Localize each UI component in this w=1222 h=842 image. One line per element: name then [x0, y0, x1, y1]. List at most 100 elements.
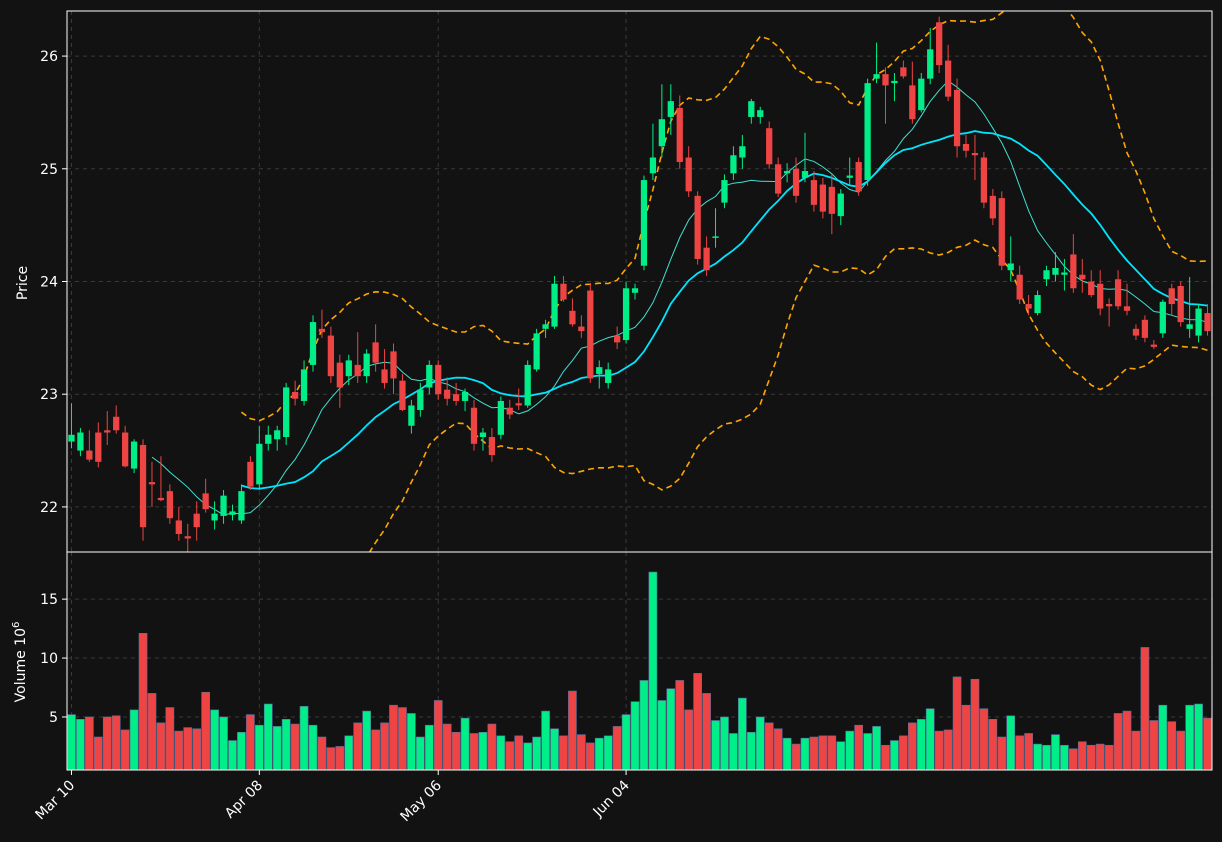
volume-bar	[335, 746, 345, 771]
candle	[157, 456, 165, 502]
candle	[166, 484, 174, 524]
volume-bar	[934, 730, 944, 771]
candle	[631, 283, 639, 300]
volume-bar	[1077, 741, 1087, 771]
volume-bar	[1149, 720, 1159, 771]
candle-body	[1025, 304, 1032, 309]
candle-body	[1079, 274, 1086, 280]
volume-bar	[263, 703, 273, 771]
volume-bar	[192, 728, 202, 771]
candle-body	[327, 335, 335, 377]
volume-bar	[505, 741, 515, 771]
candle	[658, 84, 665, 158]
candle-body	[569, 310, 576, 325]
candle-body	[927, 49, 934, 79]
candle-body	[587, 290, 594, 379]
candle	[1052, 252, 1059, 282]
candle	[542, 319, 549, 338]
volume-bar	[308, 724, 318, 771]
volume-bar	[487, 723, 497, 771]
candle-body	[506, 407, 513, 415]
volume-bar	[1024, 733, 1033, 771]
candle-body	[953, 89, 961, 147]
volume-bar	[702, 693, 711, 771]
candle-body	[211, 513, 218, 521]
volume-bar	[720, 716, 729, 771]
volume-bar	[890, 740, 899, 771]
volume-bar	[210, 709, 219, 771]
volume-bar	[532, 736, 541, 771]
candle-body	[68, 434, 75, 442]
volume-bar	[854, 724, 863, 771]
volume-bar	[684, 709, 694, 771]
fast-moving-average-line	[151, 80, 1208, 516]
candle	[533, 328, 540, 372]
volume-bar	[639, 680, 649, 771]
candle-body	[256, 443, 263, 485]
candle-body	[775, 164, 782, 194]
candle-body	[417, 389, 424, 410]
volume-bar	[424, 724, 434, 771]
candle	[649, 123, 657, 181]
volume-bar	[129, 709, 139, 771]
volume-bar	[827, 735, 837, 771]
candle	[220, 490, 227, 524]
candle-body	[318, 328, 326, 333]
candle	[667, 84, 674, 135]
candle	[479, 428, 487, 451]
candle-body	[1007, 263, 1014, 271]
candle	[1088, 270, 1095, 298]
price-tick-label: 23	[40, 387, 58, 403]
candle-body	[1132, 328, 1140, 336]
candle-body	[166, 491, 174, 519]
candle-body	[748, 101, 755, 117]
candle	[828, 174, 835, 235]
candle-body	[1097, 283, 1104, 309]
candle-body	[936, 22, 943, 66]
candle	[900, 60, 907, 79]
candle-body	[828, 186, 835, 214]
candle-body	[291, 391, 299, 399]
candle-body	[685, 157, 692, 192]
volume-bar	[254, 724, 264, 771]
candle	[1150, 340, 1157, 350]
volume-bar	[371, 729, 380, 771]
candle-body	[104, 430, 111, 433]
volume-bar	[908, 722, 917, 771]
candle-body	[470, 407, 478, 444]
candle	[596, 360, 603, 389]
volume-bar	[675, 680, 685, 771]
candle-body	[694, 195, 701, 259]
candle-body	[855, 162, 862, 192]
candle	[739, 134, 746, 169]
volume-bar	[433, 700, 443, 771]
volume-bar	[326, 747, 336, 771]
candle-body	[452, 394, 460, 401]
volume-bar	[523, 742, 533, 771]
volume-bar	[952, 676, 962, 771]
candle	[551, 275, 558, 329]
candle-body	[274, 430, 281, 440]
candle	[1168, 283, 1175, 316]
candle	[1016, 265, 1023, 305]
candle	[1141, 315, 1149, 343]
candle	[122, 425, 129, 468]
volume-bar	[1033, 743, 1042, 771]
candle	[783, 163, 791, 183]
candle-body	[1159, 301, 1166, 334]
candle	[560, 275, 567, 302]
candle	[712, 208, 719, 248]
candle-body	[1043, 270, 1050, 280]
volume-bar	[353, 722, 363, 771]
candle-body	[962, 143, 970, 151]
candle-body	[1016, 274, 1023, 300]
volume-bar	[165, 707, 175, 771]
candle-body	[703, 247, 710, 271]
volume-bar	[1167, 721, 1177, 771]
volume-bar	[746, 731, 756, 771]
candle	[211, 501, 218, 530]
candle-body	[667, 101, 674, 117]
volume-tick-label: 5	[49, 710, 58, 726]
candle	[1097, 270, 1104, 316]
candle	[426, 360, 433, 395]
